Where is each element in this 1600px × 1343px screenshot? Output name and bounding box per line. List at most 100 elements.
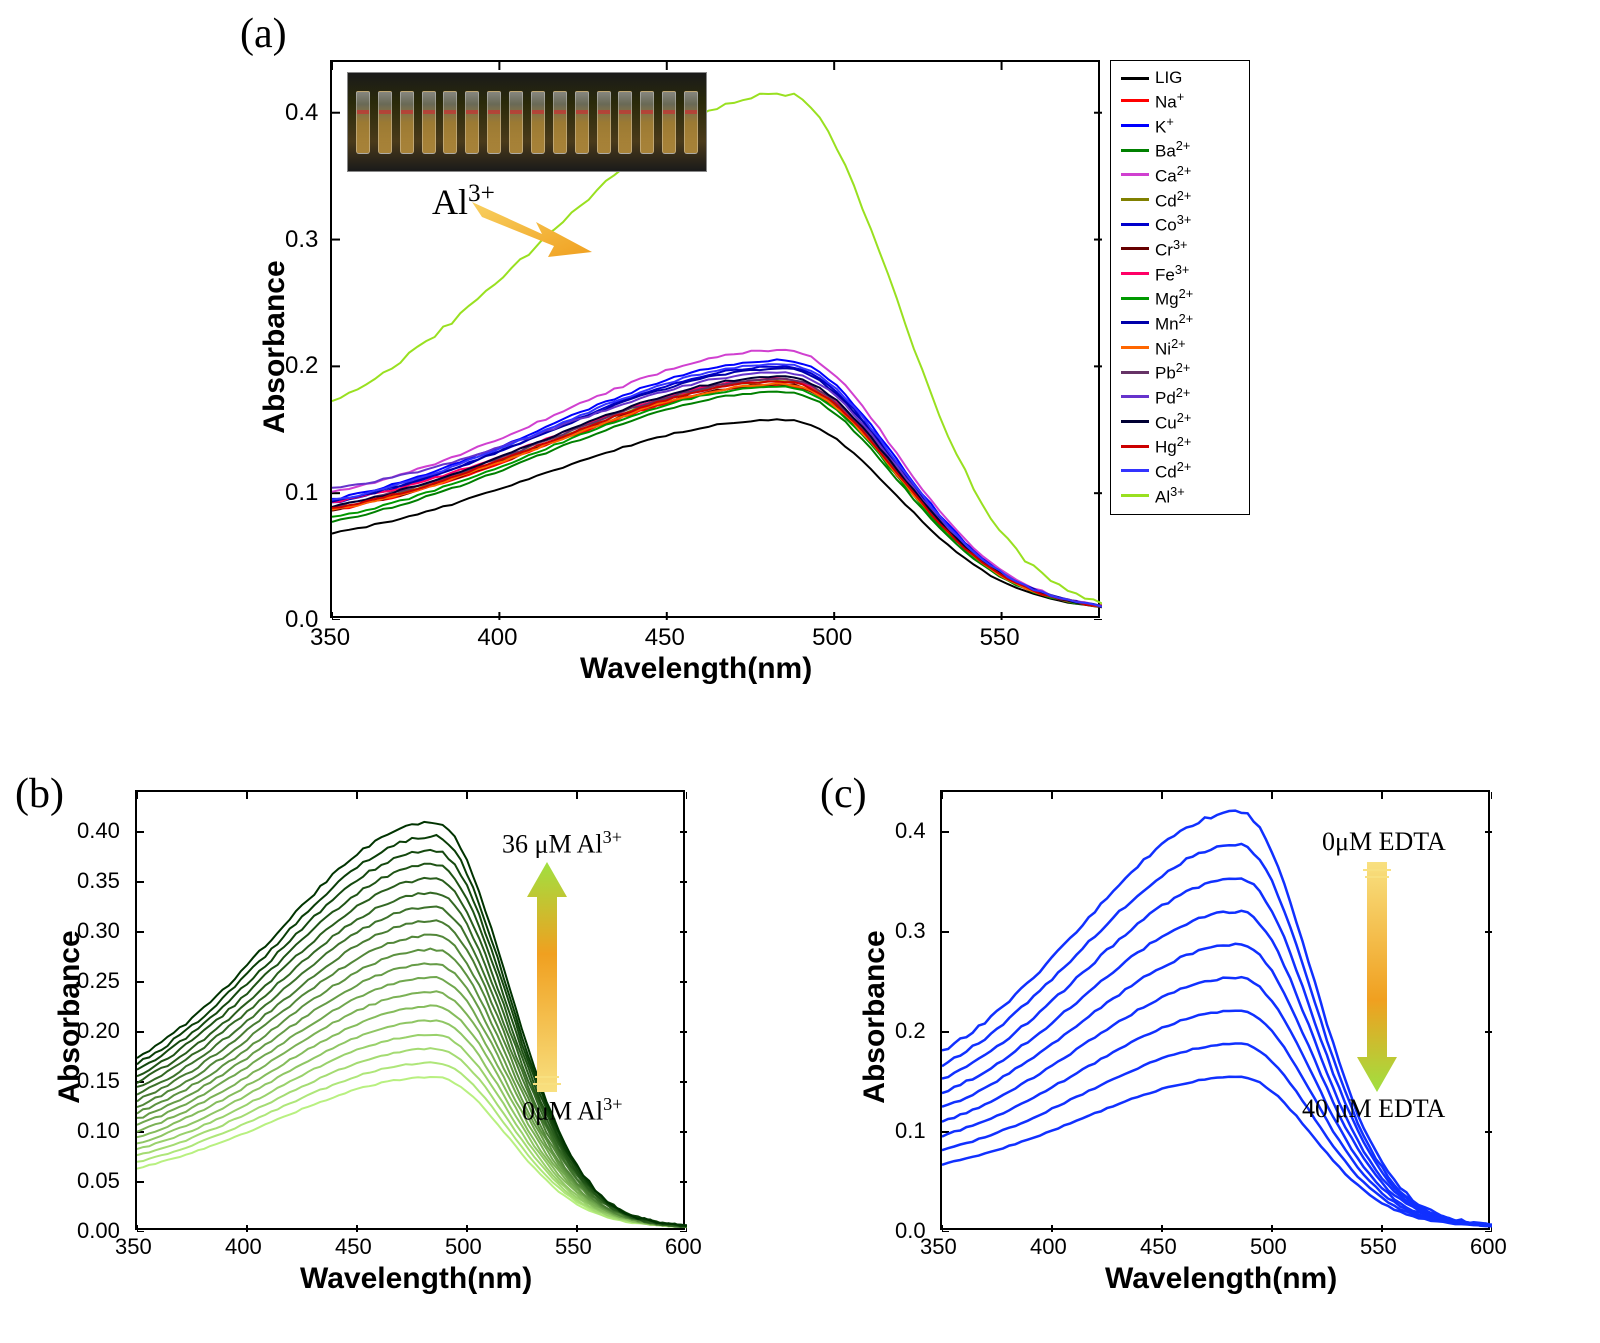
legend-swatch [1121, 494, 1149, 497]
legend-label: Ba2+ [1155, 138, 1190, 162]
legend-label: Ni2+ [1155, 336, 1186, 360]
legend-item: Ca2+ [1121, 163, 1239, 187]
panel-b-ytick: 0.20 [77, 1018, 120, 1044]
panel-a-legend: LIGNa+K+Ba2+Ca2+Cd2+Co3+Cr3+Fe3+Mg2+Mn2+… [1110, 60, 1250, 515]
legend-swatch [1121, 420, 1149, 423]
vial [509, 91, 523, 154]
panel-a-plot-area: Al3+ [330, 60, 1100, 618]
panel-b-xtick: 500 [445, 1234, 482, 1260]
panel-b-ytick: 0.10 [77, 1118, 120, 1144]
panel-c-bot-annotation: 40 μM EDTA [1302, 1094, 1445, 1124]
panel-b-top-annotation: 36 μM Al3+ [502, 827, 622, 860]
panel-a-xtick: 500 [812, 624, 852, 652]
panel-c-xtick: 500 [1250, 1234, 1287, 1260]
panel-c-ylabel: Absorbance [858, 917, 892, 1117]
legend-item: Fe3+ [1121, 262, 1239, 286]
legend-item: Na+ [1121, 89, 1239, 113]
panel-a-ytick: 0.1 [285, 479, 318, 507]
legend-swatch [1121, 272, 1149, 275]
legend-item: Ba2+ [1121, 138, 1239, 162]
panel-b-xtick: 400 [225, 1234, 262, 1260]
legend-item: Co3+ [1121, 212, 1239, 236]
panel-b-xtick: 350 [115, 1234, 152, 1260]
panel-a-ytick: 0.4 [285, 99, 318, 127]
legend-swatch [1121, 149, 1149, 152]
panel-c-ytick: 0.2 [895, 1018, 926, 1044]
legend-item: Cr3+ [1121, 237, 1239, 261]
panel-c-ytick: 0.1 [895, 1118, 926, 1144]
legend-item: Mn2+ [1121, 311, 1239, 335]
panel-c-plot-area: 0μM EDTA 40 μM EDTA [940, 790, 1490, 1230]
panel-b-xtick: 600 [665, 1234, 702, 1260]
panel-b-plot-area: 36 μM Al3+ 0μM Al3+ [135, 790, 685, 1230]
legend-swatch [1121, 346, 1149, 349]
legend-swatch [1121, 77, 1149, 80]
legend-item: Cd2+ [1121, 188, 1239, 212]
vial [597, 91, 611, 154]
legend-label: Na+ [1155, 89, 1184, 113]
legend-swatch [1121, 371, 1149, 374]
legend-swatch [1121, 469, 1149, 472]
panel-c-xlabel: Wavelength(nm) [1105, 1262, 1337, 1296]
panel-a-ytick: 0.0 [285, 606, 318, 634]
legend-swatch [1121, 297, 1149, 300]
panel-c-svg [942, 792, 1492, 1232]
legend-label: Al3+ [1155, 484, 1185, 508]
panel-b-ytick: 0.05 [77, 1168, 120, 1194]
legend-item: Al3+ [1121, 484, 1239, 508]
legend-label: Cu2+ [1155, 410, 1191, 434]
panel-c-xtick: 550 [1360, 1234, 1397, 1260]
vial [422, 91, 436, 154]
legend-swatch [1121, 395, 1149, 398]
panel-b-bot-annotation: 0μM Al3+ [522, 1094, 623, 1127]
panel-c-xtick: 600 [1470, 1234, 1507, 1260]
panel-a-inset-photo [347, 72, 707, 172]
legend-swatch [1121, 99, 1149, 102]
panel-b-arrow [527, 862, 567, 1092]
legend-label: Cr3+ [1155, 237, 1188, 261]
legend-swatch [1121, 247, 1149, 250]
legend-label: Cd2+ [1155, 188, 1191, 212]
panel-a-ytick: 0.3 [285, 226, 318, 254]
panel-c-ytick: 0.3 [895, 918, 926, 944]
legend-label: Hg2+ [1155, 434, 1191, 458]
legend-item: Cd2+ [1121, 459, 1239, 483]
vial [553, 91, 567, 154]
panel-c-ytick: 0.4 [895, 818, 926, 844]
legend-label: Pb2+ [1155, 360, 1190, 384]
legend-label: LIG [1155, 68, 1182, 88]
panel-a-xlabel: Wavelength(nm) [580, 652, 812, 686]
legend-label: Mg2+ [1155, 286, 1193, 310]
legend-item: K+ [1121, 114, 1239, 138]
panel-b-label: (b) [15, 770, 64, 818]
panel-c-label: (c) [820, 770, 867, 818]
legend-label: Cd2+ [1155, 459, 1191, 483]
vial [487, 91, 501, 154]
legend-swatch [1121, 173, 1149, 176]
panel-b-ytick: 0.25 [77, 968, 120, 994]
legend-item: Pb2+ [1121, 360, 1239, 384]
panel-b-xlabel: Wavelength(nm) [300, 1262, 532, 1296]
panel-b-xtick: 550 [555, 1234, 592, 1260]
legend-swatch [1121, 321, 1149, 324]
panel-c-ytick: 0.0 [895, 1218, 926, 1244]
legend-swatch [1121, 445, 1149, 448]
legend-swatch [1121, 124, 1149, 127]
panel-b-xtick: 450 [335, 1234, 372, 1260]
panel-a-xtick: 550 [980, 624, 1020, 652]
panel-b-ytick: 0.15 [77, 1068, 120, 1094]
legend-item: LIG [1121, 68, 1239, 88]
legend-label: K+ [1155, 114, 1174, 138]
legend-label: Ca2+ [1155, 163, 1191, 187]
panel-a-label: (a) [240, 10, 287, 58]
vial [618, 91, 632, 154]
vial [531, 91, 545, 154]
panel-a-ylabel: Absorbance [258, 247, 292, 447]
legend-item: Pd2+ [1121, 385, 1239, 409]
vial [356, 91, 370, 154]
vial [640, 91, 654, 154]
panel-c-xtick: 400 [1030, 1234, 1067, 1260]
vial [465, 91, 479, 154]
vial [443, 91, 457, 154]
panel-a-xtick: 400 [477, 624, 517, 652]
